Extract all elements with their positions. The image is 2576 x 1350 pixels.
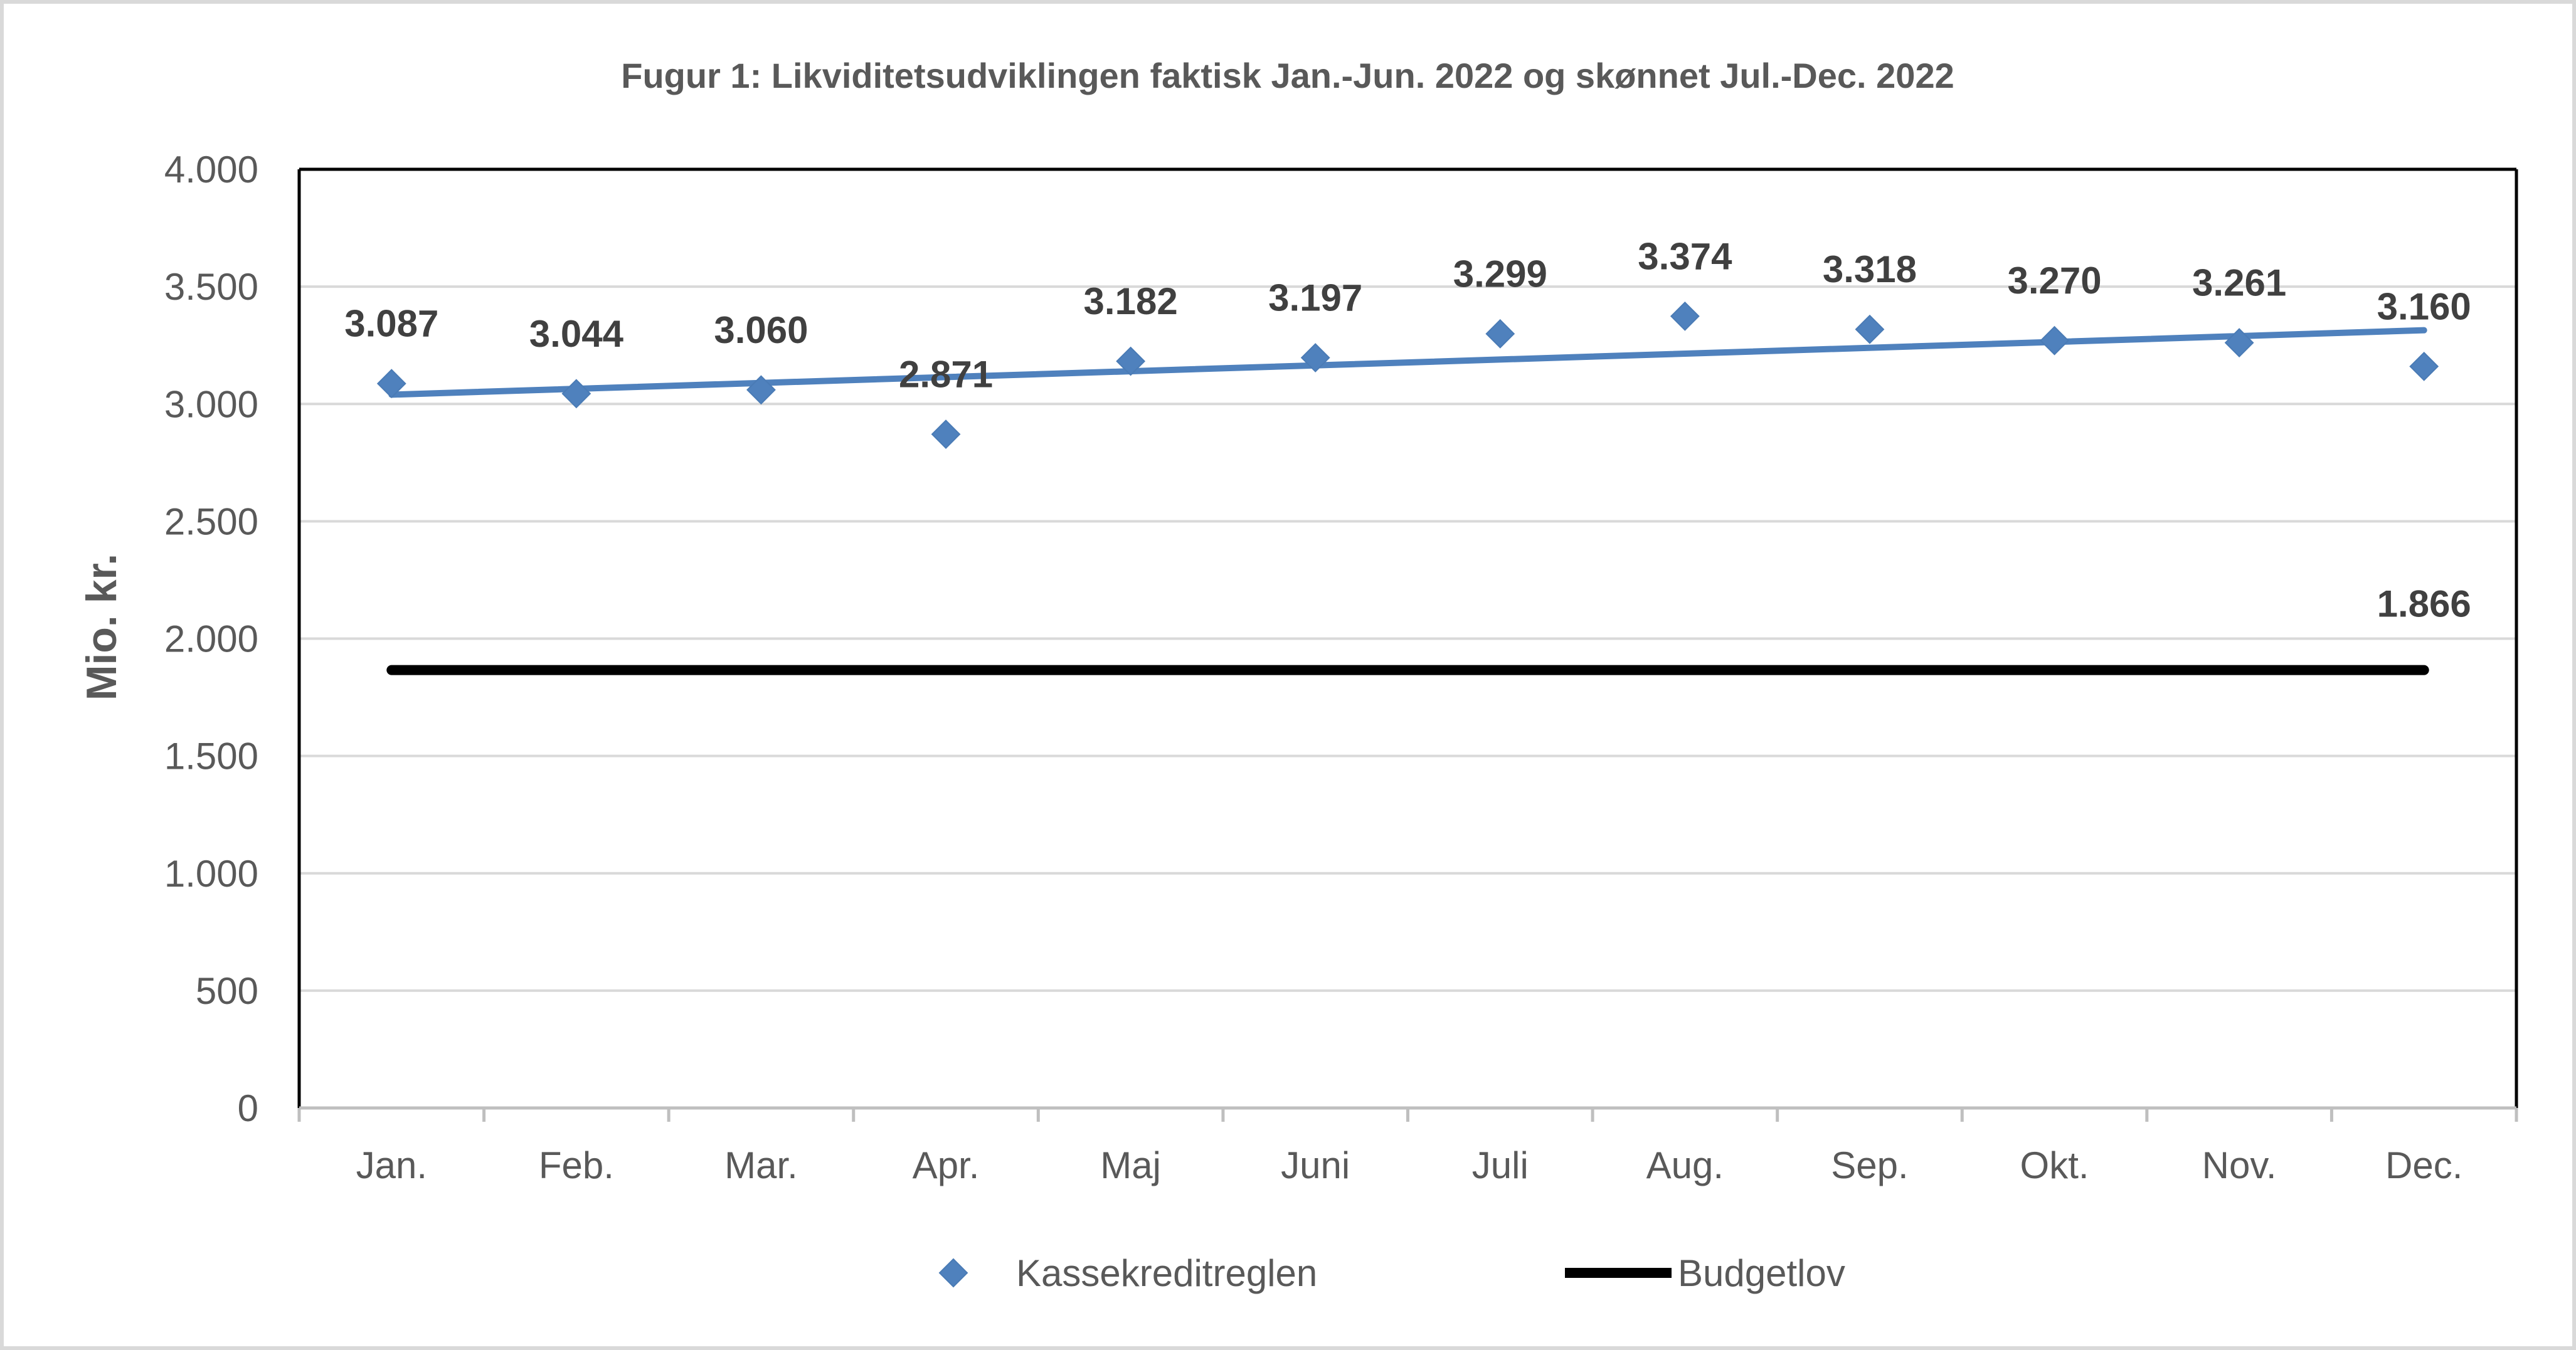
data-label-kassekreditreglen: 3.261 [2192, 262, 2286, 304]
data-point-kassekreditreglen [1855, 314, 1885, 344]
x-tick-label: Nov. [2202, 1144, 2277, 1186]
x-tick-label: Dec. [2385, 1144, 2462, 1186]
x-tick-label: Apr. [913, 1144, 980, 1186]
x-tick-label: Feb. [539, 1144, 614, 1186]
chart-title: Fugur 1: Likviditetsudviklingen faktisk … [621, 56, 1954, 95]
x-tick-label: Mar. [724, 1144, 798, 1186]
data-label-budgetlov: 1.866 [2377, 583, 2471, 625]
data-label-kassekreditreglen: 3.087 [344, 303, 438, 345]
y-tick-label: 500 [196, 970, 258, 1012]
x-tick-label: Juli [1472, 1144, 1529, 1186]
x-tick-label: Juni [1281, 1144, 1350, 1186]
data-point-kassekreditreglen [2224, 328, 2254, 357]
data-label-kassekreditreglen: 3.374 [1638, 235, 1732, 277]
y-tick-label: 4.000 [164, 149, 258, 191]
data-point-kassekreditreglen [376, 369, 406, 399]
y-tick-label: 3.000 [164, 383, 258, 425]
series [376, 301, 2439, 675]
gridlines [299, 168, 2516, 992]
y-tick-label: 1.000 [164, 853, 258, 895]
data-point-kassekreditreglen [1670, 301, 1700, 331]
axes: 0 500 1.000 1.500 2.000 2.500 3.000 3.500 4.000 J… [164, 149, 2518, 1186]
data-label-kassekreditreglen: 2.871 [899, 354, 993, 396]
legend-marker-kassekreditreglen [938, 1258, 968, 1288]
data-point-kassekreditreglen [931, 419, 961, 449]
y-tick-label: 3.500 [164, 266, 258, 308]
data-label-kassekreditreglen: 3.318 [1823, 248, 1917, 290]
data-label-kassekreditreglen: 3.182 [1084, 280, 1178, 322]
x-tick-label: Okt. [2020, 1144, 2089, 1186]
legend-label-budgetlov: Budgetlov [1678, 1252, 1845, 1294]
data-point-kassekreditreglen [561, 379, 591, 409]
data-point-kassekreditreglen [2409, 351, 2439, 381]
x-tick-label: Jan. [356, 1144, 427, 1186]
x-tick-label: Maj [1100, 1144, 1161, 1186]
data-point-kassekreditreglen [746, 375, 776, 405]
trendline-kassekreditreglen [388, 327, 2427, 398]
x-tick-label: Aug. [1646, 1144, 1724, 1186]
y-tick-label: 2.500 [164, 500, 258, 542]
y-tick-label: 1.500 [164, 736, 258, 778]
data-label-kassekreditreglen: 3.270 [2007, 260, 2101, 302]
data-labels: 3.087 3.044 3.060 2.871 3.182 3.197 3.299 3.374… [344, 235, 2471, 625]
legend-label-kassekreditreglen: Kassekreditreglen [1016, 1252, 1317, 1294]
data-label-kassekreditreglen: 3.060 [714, 309, 808, 351]
x-tick-label: Sep. [1831, 1144, 1908, 1186]
y-axis-label: Mio. kr. [78, 554, 125, 700]
data-label-kassekreditreglen: 3.299 [1453, 253, 1547, 295]
data-point-kassekreditreglen [1485, 319, 1515, 349]
data-label-kassekreditreglen: 3.044 [529, 313, 624, 355]
data-point-kassekreditreglen [2040, 325, 2069, 356]
y-tick-label: 0 [238, 1087, 258, 1129]
legend: Kassekreditreglen Budgetlov [938, 1252, 1845, 1294]
data-label-kassekreditreglen: 3.197 [1268, 277, 1362, 319]
y-tick-label: 2.000 [164, 618, 258, 660]
data-point-kassekreditreglen [1300, 343, 1330, 372]
data-label-kassekreditreglen: 3.160 [2377, 285, 2471, 327]
data-point-kassekreditreglen [1116, 346, 1146, 376]
